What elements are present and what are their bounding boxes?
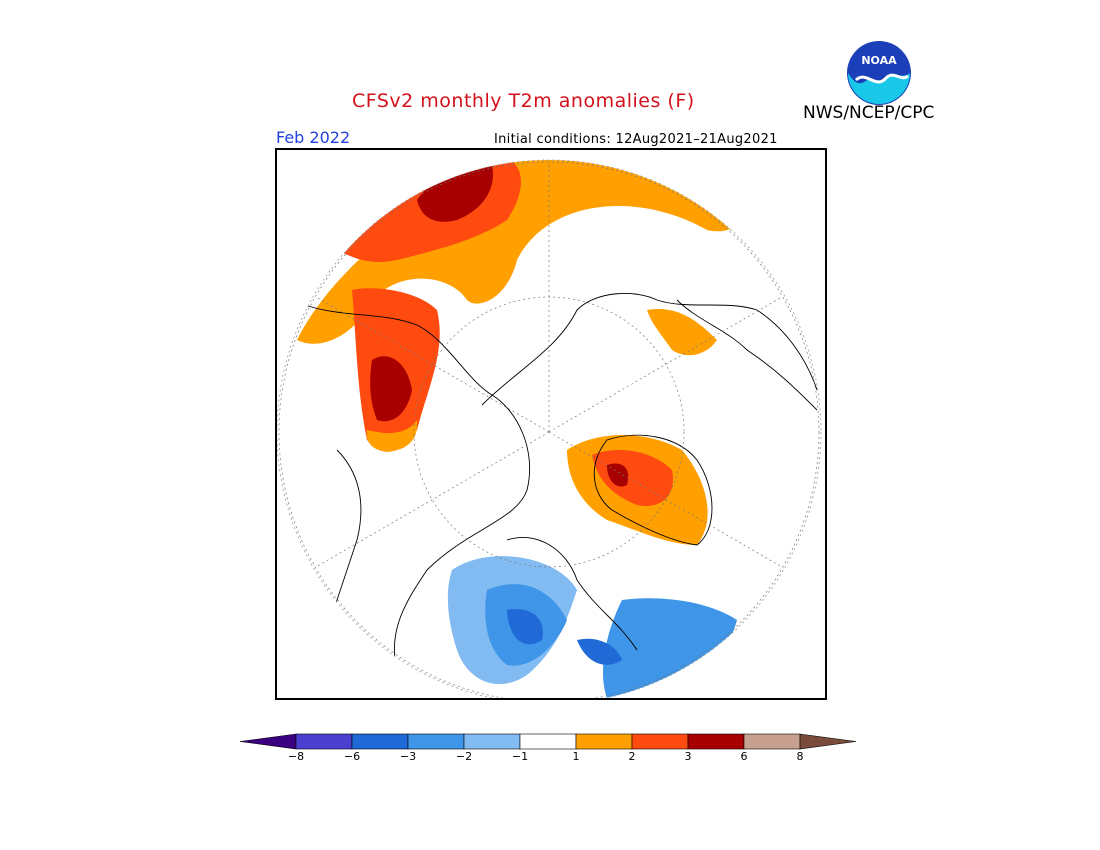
anomaly-warm-alaska <box>647 309 717 356</box>
legend-tick-label: −8 <box>288 750 304 763</box>
map-frame <box>275 148 827 700</box>
agency-label: NWS/NCEP/CPC <box>803 103 935 123</box>
anomaly-warm-east-asia-orange <box>366 420 418 452</box>
legend-tick-label: −3 <box>400 750 416 763</box>
legend-bin <box>295 733 353 750</box>
anomaly-cold-east-dark <box>577 638 622 665</box>
legend-bin <box>631 733 689 750</box>
legend-tick-label: −6 <box>344 750 360 763</box>
anomaly-cold-na-dark <box>507 609 543 645</box>
legend-tick-label: −1 <box>512 750 528 763</box>
legend-bin <box>743 733 801 750</box>
legend-bin <box>463 733 521 750</box>
legend-tick-label: 3 <box>685 750 692 763</box>
legend-tick-label: 6 <box>741 750 748 763</box>
noaa-logo-text: NOAA <box>861 54 897 67</box>
legend-bin <box>575 733 633 750</box>
anomaly-warm-east-asia-dark <box>370 356 412 422</box>
legend-bin <box>407 733 465 750</box>
polar-map <box>277 159 822 698</box>
anomaly-cold-east <box>602 598 737 698</box>
legend-tick-label: 8 <box>797 750 804 763</box>
map-title: CFSv2 monthly T2m anomalies (F) <box>352 90 695 112</box>
graticule <box>278 161 820 698</box>
legend-arrow-high <box>799 733 857 750</box>
legend-tick-label: 1 <box>573 750 580 763</box>
legend-tick-label: 2 <box>629 750 636 763</box>
anomaly-warm-greenland-dark <box>607 463 629 487</box>
legend-bin <box>351 733 409 750</box>
forecast-period: Feb 2022 <box>276 128 351 147</box>
legend-arrow-low <box>239 733 297 750</box>
legend-bin <box>519 733 577 750</box>
anomaly-warm-eurasia-dark <box>417 163 493 222</box>
noaa-logo: NOAA <box>847 41 911 105</box>
anomaly-warm-eurasia-orange <box>297 160 760 344</box>
legend-tick-label: −2 <box>456 750 472 763</box>
legend-bin <box>687 733 745 750</box>
coastlines <box>291 292 818 671</box>
initial-conditions: Initial conditions: 12Aug2021–21Aug2021 <box>494 132 778 147</box>
